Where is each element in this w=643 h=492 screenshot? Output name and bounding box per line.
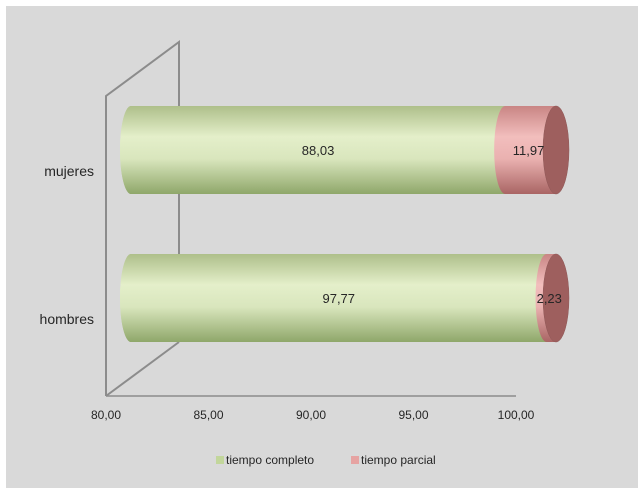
bar-mujeres-tiempo-parcial: 11,97: [494, 105, 570, 195]
legend-item: tiempo parcial: [351, 453, 436, 467]
legend-label: tiempo parcial: [361, 453, 436, 467]
legend-item: tiempo completo: [216, 453, 314, 467]
legend: tiempo completo tiempo parcial: [216, 453, 436, 467]
bar-hombres-tiempo-completo: 97,77: [120, 254, 558, 342]
legend-swatch: [216, 456, 224, 464]
y-axis-categories: mujeres hombres: [40, 163, 94, 327]
x-tick-label: 90,00: [296, 408, 326, 422]
x-tick-label: 80,00: [91, 408, 121, 422]
category-label: mujeres: [44, 163, 94, 179]
legend-label: tiempo completo: [226, 453, 314, 467]
data-label: 2,23: [537, 291, 562, 306]
x-tick-label: 100,00: [498, 408, 535, 422]
bars-layer: 88,03 11,97 97,77 2,23: [120, 105, 570, 343]
frame-left-wall: [105, 40, 180, 396]
data-label: 11,97: [513, 143, 545, 158]
bar-hombres-tiempo-parcial: 2,23: [535, 253, 570, 343]
frame-floor-edge: [105, 341, 180, 397]
data-label: 97,77: [322, 291, 355, 306]
x-tick-label: 95,00: [398, 408, 428, 422]
data-label: 88,03: [302, 143, 335, 158]
chart: 88,03 11,97 97,77 2,23 80,00 85,00 90,00 95,00…: [6, 6, 638, 488]
x-axis-ticks: 80,00 85,00 90,00 95,00 100,00: [91, 408, 535, 422]
category-label: hombres: [40, 311, 94, 327]
legend-swatch: [351, 456, 359, 464]
x-tick-label: 85,00: [193, 408, 223, 422]
chart-canvas: 88,03 11,97 97,77 2,23 80,00 85,00 90,00 95,00…: [40, 40, 570, 467]
bar-mujeres-tiempo-completo: 88,03: [120, 106, 517, 194]
